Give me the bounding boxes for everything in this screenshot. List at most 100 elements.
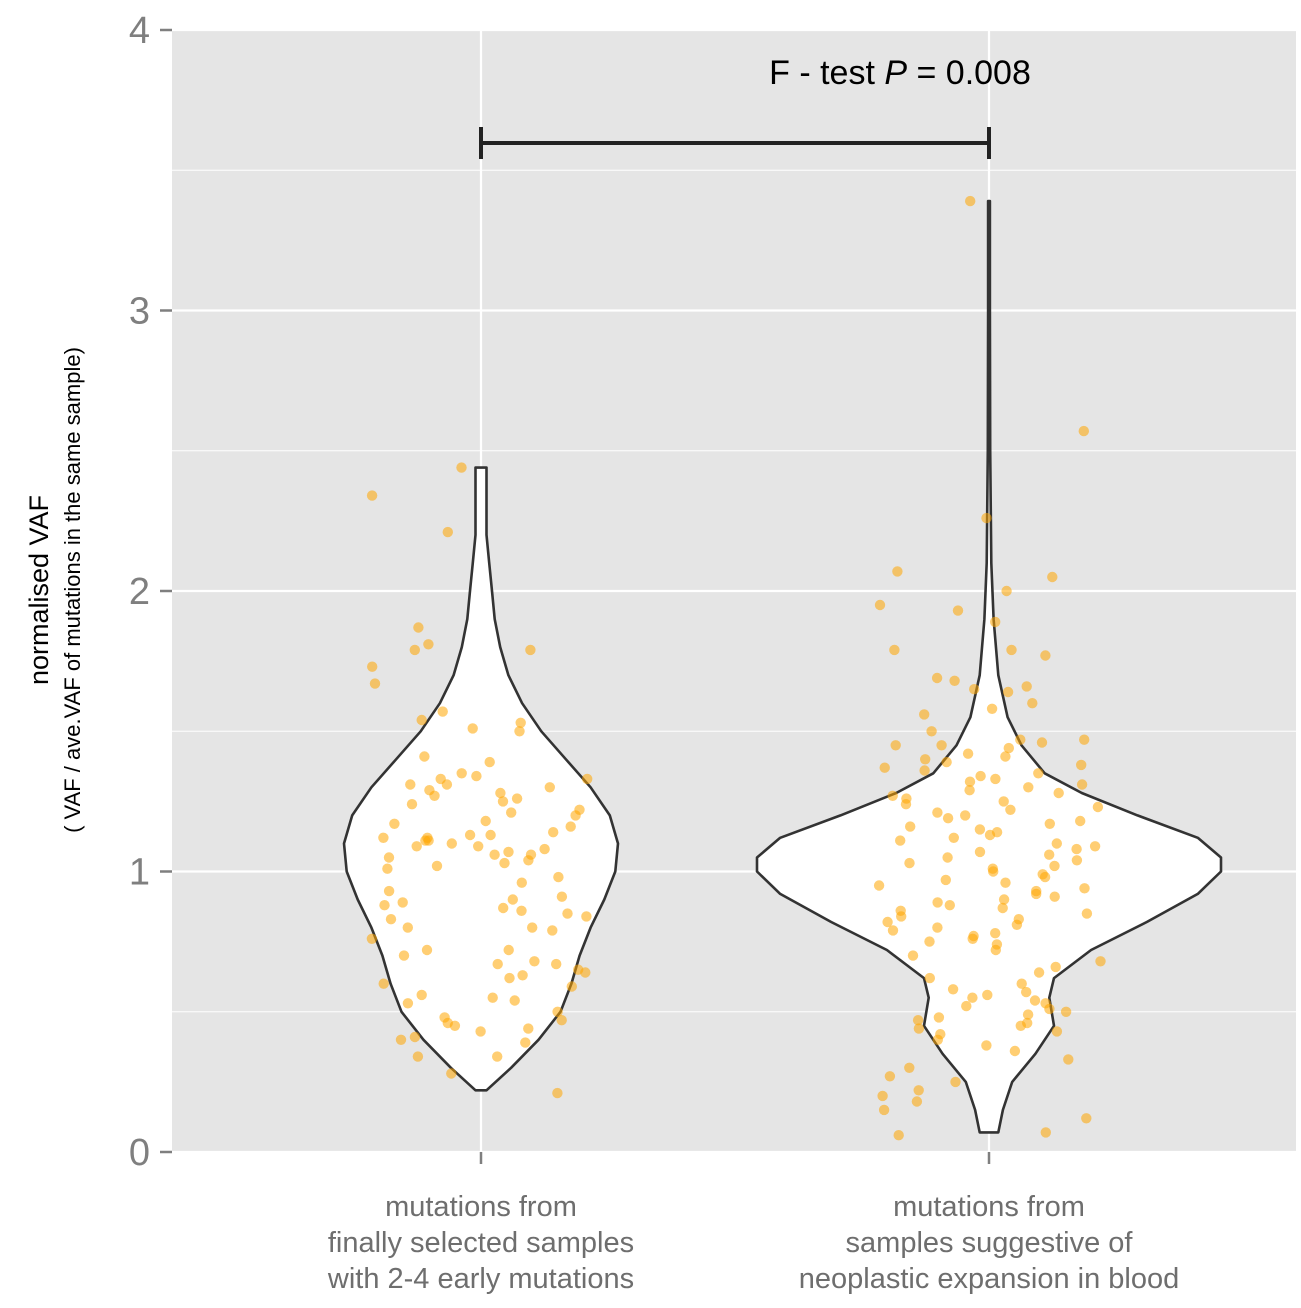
data-point [475, 1026, 486, 1037]
data-point [409, 1031, 421, 1043]
data-point [413, 622, 424, 633]
y-tick-label: 3 [129, 291, 150, 333]
data-point [893, 1130, 904, 1141]
x-category-label: neoplastic expansion in blood [799, 1263, 1180, 1295]
data-point [904, 1062, 915, 1074]
data-point [507, 894, 518, 905]
data-point [981, 512, 992, 524]
data-point [1049, 860, 1060, 872]
data-point [389, 818, 400, 829]
data-point [506, 807, 517, 818]
data-point [887, 925, 899, 936]
x-category-label: finally selected samples [328, 1227, 634, 1259]
data-point [442, 526, 453, 538]
y-tick-label: 4 [129, 10, 150, 52]
data-point [952, 605, 964, 616]
data-point [942, 813, 954, 824]
data-point [449, 1020, 461, 1031]
data-point [1076, 779, 1088, 790]
data-point [962, 748, 974, 759]
data-point [1053, 787, 1064, 799]
data-point [504, 972, 515, 984]
data-point [931, 672, 943, 684]
data-point [964, 785, 975, 796]
data-point [905, 821, 916, 832]
data-point [498, 902, 509, 914]
data-point [1002, 686, 1014, 698]
points [366, 195, 1106, 1141]
data-point [1081, 1113, 1092, 1124]
data-point [932, 1034, 943, 1046]
x-category-label: with 2-4 early mutations [327, 1263, 634, 1295]
data-point [874, 599, 886, 611]
data-point [896, 911, 907, 922]
data-point [974, 824, 986, 835]
data-point [520, 1037, 531, 1048]
data-point [1036, 737, 1048, 748]
data-point [416, 714, 427, 726]
data-point [516, 877, 527, 888]
data-point [932, 807, 943, 818]
data-point [492, 1051, 503, 1062]
data-point [1009, 1045, 1021, 1057]
annotation-value: = 0.008 [907, 54, 1031, 92]
data-point [1063, 1054, 1074, 1065]
data-point [515, 717, 526, 728]
data-point [912, 1015, 924, 1026]
y-axis-title: normalised VAF ( VAF / ave.VAF of mutati… [24, 347, 85, 833]
data-point [990, 773, 1001, 785]
significance-bracket [479, 127, 991, 159]
data-point [421, 944, 433, 956]
data-point [998, 894, 1010, 905]
data-point [471, 770, 482, 782]
data-point [551, 958, 562, 970]
data-point [1079, 883, 1090, 894]
data-point [1001, 585, 1012, 597]
data-point [1081, 908, 1093, 919]
data-point [884, 1071, 896, 1082]
data-point [1000, 751, 1011, 762]
data-point [395, 1034, 407, 1046]
data-point [974, 846, 986, 858]
violin-2 [755, 199, 1223, 1134]
data-point [1089, 841, 1101, 852]
x-category-label: samples suggestive of [846, 1227, 1134, 1259]
data-point [1029, 995, 1041, 1006]
data-point [990, 944, 1001, 956]
data-point [547, 925, 558, 936]
data-point [553, 871, 564, 883]
data-point [367, 661, 378, 672]
data-point [405, 779, 416, 790]
data-point [523, 855, 534, 866]
data-point [437, 706, 448, 717]
data-point [516, 905, 527, 916]
data-point [402, 922, 413, 933]
data-point [429, 790, 440, 801]
data-point [924, 936, 935, 947]
data-point [907, 950, 919, 961]
data-point [423, 639, 434, 650]
data-point [1000, 877, 1011, 888]
data-point [1071, 855, 1083, 866]
data-point [383, 852, 395, 863]
data-point [473, 841, 484, 852]
data-point [1051, 838, 1063, 849]
data-point [565, 821, 576, 832]
data-point [944, 900, 955, 911]
data-point [523, 1023, 534, 1034]
data-point [900, 799, 912, 810]
data-point [981, 1040, 992, 1051]
data-point [514, 726, 525, 737]
data-point [562, 908, 573, 919]
data-point [492, 958, 503, 970]
data-point [552, 1006, 563, 1017]
data-point [887, 790, 898, 801]
x-category-label: mutations from [385, 1191, 577, 1223]
data-point [369, 678, 381, 689]
data-point [527, 922, 538, 933]
data-point [1033, 967, 1045, 978]
data-point [1044, 818, 1056, 829]
data-point [873, 880, 885, 891]
data-point [911, 1096, 923, 1107]
